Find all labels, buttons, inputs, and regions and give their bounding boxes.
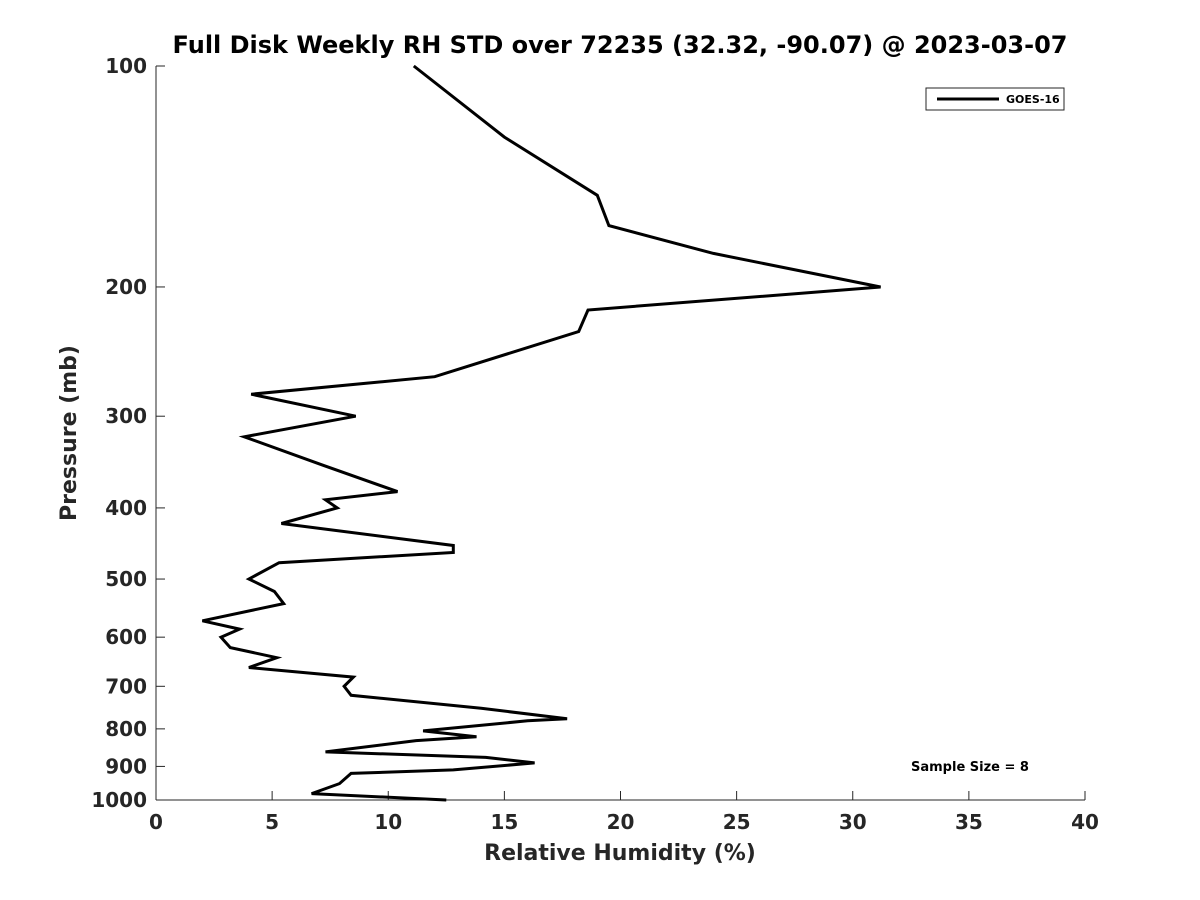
x-axis-label: Relative Humidity (%) [484,841,756,866]
y-tick-label: 900 [105,754,147,778]
x-tick-label: 5 [265,810,279,834]
legend-entry-goes-16: GOES-16 [1006,93,1060,106]
y-tick-label: 800 [105,717,147,741]
y-tick-label: 100 [105,54,147,78]
y-tick-label: 200 [105,275,147,299]
x-tick-label: 10 [374,810,402,834]
series-line-goes-16 [202,64,881,802]
x-tick-label: 35 [955,810,983,834]
y-ticks: 100 200 300 400 500 600 700 800 900 1000 [91,54,165,812]
chart-title: Full Disk Weekly RH STD over 72235 (32.3… [173,31,1068,59]
y-tick-label: 700 [105,674,147,698]
legend: GOES-16 [925,87,1065,111]
y-tick-label: 500 [105,567,147,591]
y-tick-label: 400 [105,496,147,520]
x-tick-label: 15 [490,810,518,834]
y-tick-label: 600 [105,625,147,649]
y-tick-label: 300 [105,404,147,428]
sample-size-annotation: Sample Size = 8 [911,760,1029,775]
x-tick-label: 30 [839,810,867,834]
x-tick-label: 0 [149,810,163,834]
series-layer [202,64,881,802]
y-tick-label: 1000 [91,788,147,812]
x-tick-label: 40 [1071,810,1099,834]
x-tick-label: 20 [607,810,635,834]
x-ticks: 0 5 10 15 20 25 30 35 40 [149,791,1099,834]
y-axis-label: Pressure (mb) [57,345,82,521]
x-tick-label: 25 [723,810,751,834]
